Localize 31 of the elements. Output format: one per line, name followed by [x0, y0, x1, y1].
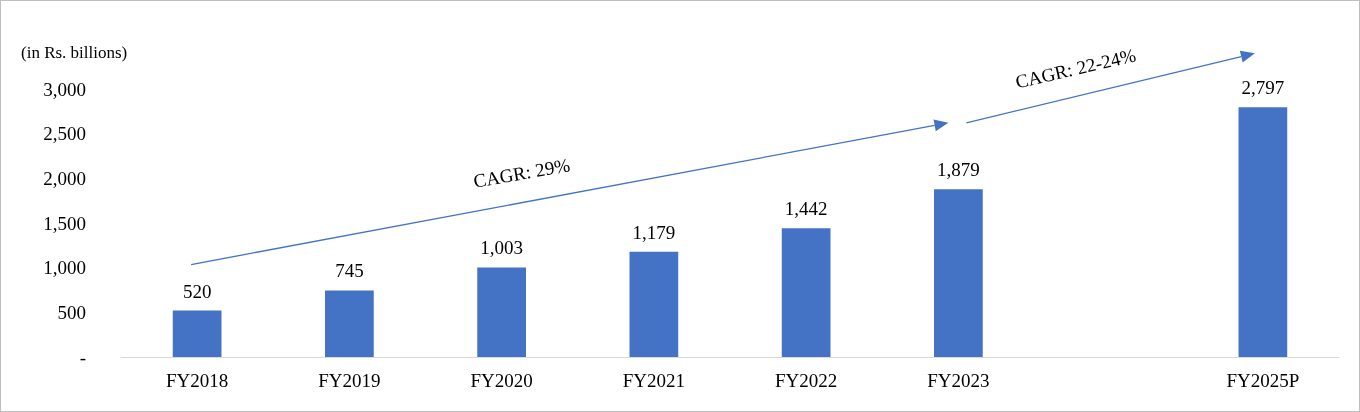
bar	[477, 267, 526, 357]
x-tick-label: FY2021	[622, 370, 686, 391]
annotation: CAGR: 29%	[471, 154, 572, 192]
y-tick-label: 500	[57, 301, 86, 323]
data-label: 1,179	[632, 221, 676, 243]
y-tick-label: 3,000	[43, 78, 86, 100]
bar	[172, 310, 222, 357]
bar	[934, 189, 983, 357]
y-tick-label: 1,500	[43, 212, 86, 234]
bar	[1238, 107, 1288, 357]
y-tick-label: 1,000	[43, 257, 86, 279]
bar	[781, 228, 831, 357]
x-tick-label: FY2025P	[1226, 370, 1300, 391]
data-label: 745	[335, 260, 364, 282]
y-tick-label: 2,000	[43, 167, 86, 189]
data-label: 1,879	[937, 159, 980, 181]
y-tick-label: 2,500	[43, 123, 86, 145]
bar	[325, 290, 374, 357]
x-tick-label: FY2020	[470, 370, 533, 391]
data-label: 520	[182, 280, 212, 302]
y-axis-title: (in Rs. billions)	[21, 43, 128, 62]
x-tick-label: FY2022	[774, 370, 838, 391]
annotation: CAGR: 22-24%	[1013, 44, 1139, 93]
data-label: 1,003	[480, 237, 523, 259]
data-label: 1,442	[784, 198, 828, 220]
y-tick-label: -	[79, 346, 86, 368]
bar	[629, 251, 679, 357]
x-tick-label: FY2023	[927, 370, 990, 391]
data-label: 2,797	[1241, 77, 1285, 99]
x-tick-label: FY2019	[318, 370, 381, 391]
x-tick-label: FY2018	[165, 370, 229, 391]
